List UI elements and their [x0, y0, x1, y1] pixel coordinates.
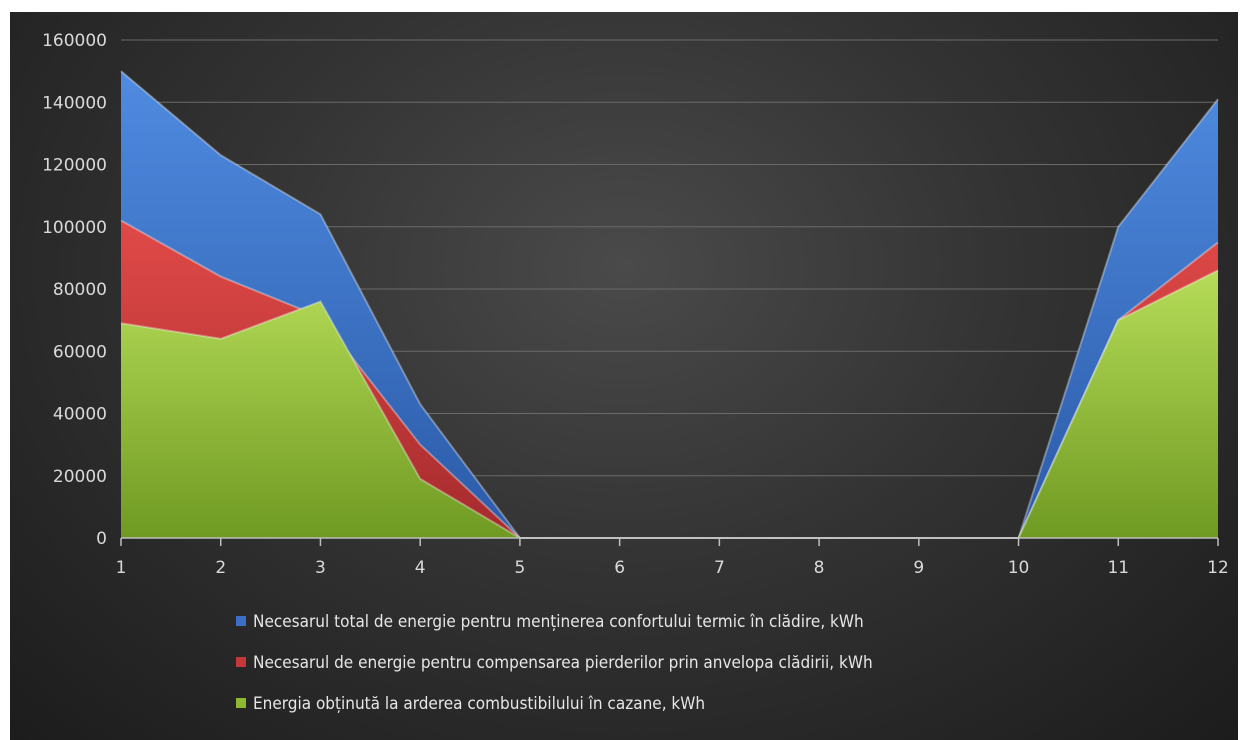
- x-tick-label: 6: [614, 558, 625, 578]
- x-tick-label: 7: [714, 558, 725, 578]
- legend-swatch-2: [236, 657, 246, 667]
- x-tick-label: 4: [415, 558, 426, 578]
- x-tick-label: 8: [814, 558, 825, 578]
- legend-label-2: Necesarul de energie pentru compensarea …: [253, 653, 873, 673]
- legend: Necesarul total de energie pentru mențin…: [236, 612, 873, 714]
- x-tick-label: 10: [1008, 558, 1030, 578]
- y-tick-label: 40000: [53, 405, 107, 425]
- legend-swatch-1: [236, 616, 246, 626]
- series-area-3: [121, 270, 1218, 538]
- x-tick-label: 5: [514, 558, 525, 578]
- legend-swatch-3: [236, 698, 246, 708]
- y-tick-label: 0: [96, 529, 107, 549]
- y-tick-label: 80000: [53, 280, 107, 300]
- y-tick-label: 60000: [53, 342, 107, 362]
- series-areas: [120, 70, 1219, 539]
- y-tick-label: 160000: [42, 31, 107, 51]
- x-tick-label: 12: [1207, 558, 1229, 578]
- x-tick-label: 1: [116, 558, 127, 578]
- axes: 0 20000 40000 60000 80000 100000 120000 140000 1…: [42, 31, 1229, 578]
- y-tick-label: 100000: [42, 218, 107, 238]
- x-tick-label: 3: [315, 558, 326, 578]
- x-tick-label: 11: [1107, 558, 1129, 578]
- y-tick-label: 120000: [42, 156, 107, 176]
- x-tick-label: 9: [913, 558, 924, 578]
- y-tick-label: 140000: [42, 93, 107, 113]
- x-tick-label: 2: [215, 558, 226, 578]
- y-tick-label: 20000: [53, 467, 107, 487]
- legend-label-3: Energia obținută la arderea combustibilu…: [253, 694, 705, 714]
- legend-label-1: Necesarul total de energie pentru mențin…: [253, 612, 864, 632]
